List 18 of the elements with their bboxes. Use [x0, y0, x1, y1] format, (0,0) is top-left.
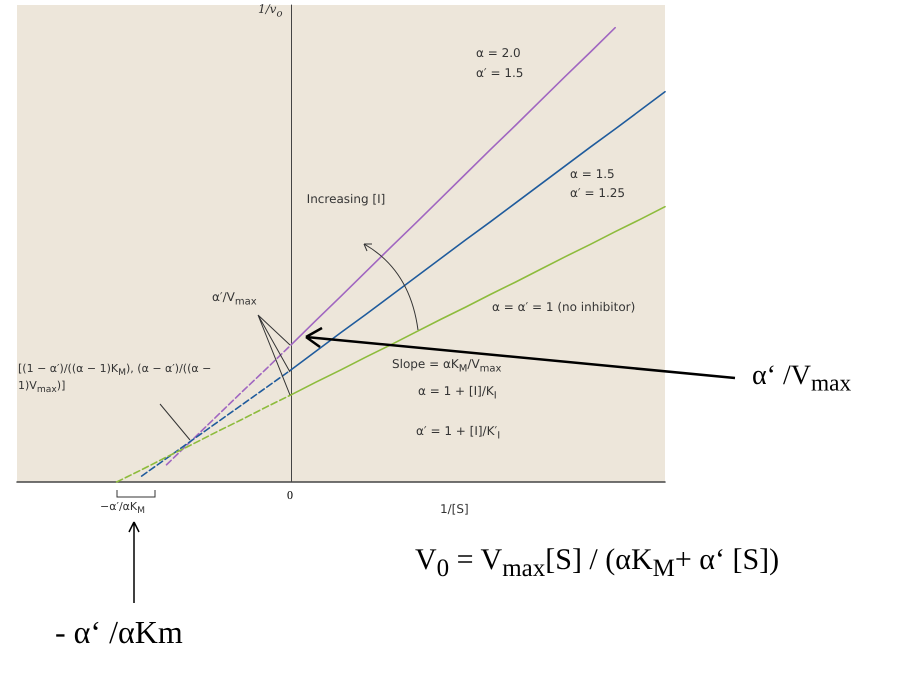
text: V$_{0}$ = V$_{max}$[S] / (αK$_{M}$+ α‘ [S]) [415, 542, 780, 584]
text: 0 [287, 488, 293, 504]
annotation: α′ = 1.25 [570, 186, 626, 202]
annotation: α′/V$_{max}$ [212, 290, 257, 308]
x-axis-title: 1/[S] [440, 502, 469, 518]
text: −α′/αK$_{M}$ [100, 500, 146, 518]
annotation: α = 2.0 [476, 46, 521, 62]
y-axis-title: 1/v$_{o}$ [258, 2, 282, 20]
annotation: Increasing [I] [306, 192, 386, 208]
text: α‘ /V$_{max}$ [752, 359, 852, 399]
annotation: α = α′ = 1 (no inhibitor) [492, 300, 636, 316]
annotation: α′ = 1.5 [476, 66, 524, 82]
annotation: Slope = αK$_{M}$/V$_{max}$ [392, 357, 502, 376]
annotation: α′ = 1 + [I]/K′$_{I}$ [416, 424, 500, 442]
text: [(1 − α′)/((α − 1)K$_{M}$), (α − α′)/((α − 1)V$_{max}$)] [18, 362, 212, 396]
text: - α‘ /αKm [55, 613, 183, 652]
annotation: α = 1 + [I]/K$_{I}$ [418, 384, 497, 402]
annotation: α = 1.5 [570, 167, 615, 183]
